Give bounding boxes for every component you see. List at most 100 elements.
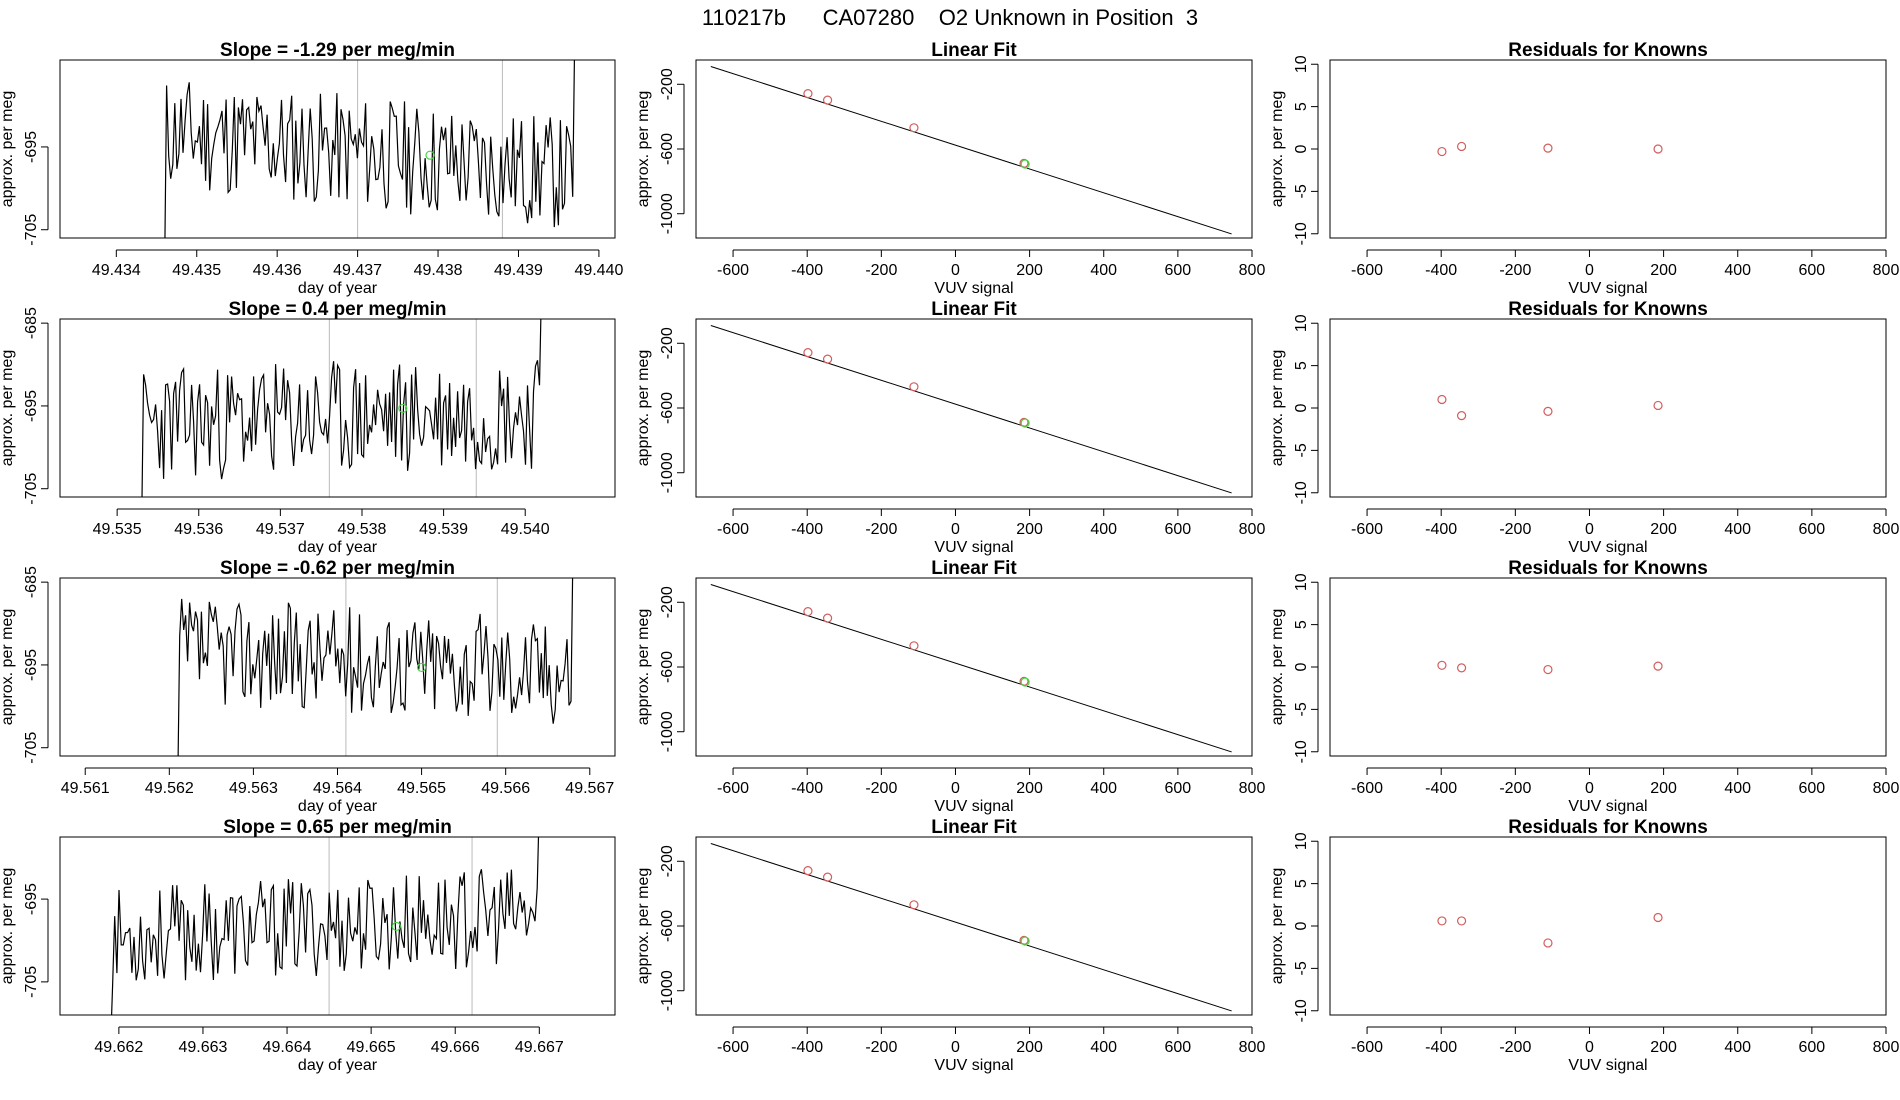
x-tick-label: 600 <box>1165 262 1192 279</box>
known-point-marker <box>822 95 833 105</box>
plot-area <box>1437 141 1663 157</box>
x-tick-label: -400 <box>1425 521 1457 538</box>
known-point-marker <box>1437 146 1447 157</box>
x-tick-label: -200 <box>865 1039 897 1056</box>
series-line <box>164 60 575 238</box>
x-tick-label: 49.538 <box>338 521 387 538</box>
plot-frame <box>59 318 616 498</box>
known-point-marker <box>1456 916 1467 926</box>
series-line <box>177 578 574 756</box>
known-point-marker <box>1437 660 1447 670</box>
known-point-marker <box>1653 400 1663 411</box>
x-tick-label: 49.567 <box>565 780 614 797</box>
x-tick-label: 400 <box>1090 262 1117 279</box>
known-point-marker <box>909 900 919 910</box>
panel-resid-1: Residuals for Knowns -600 -400 -200 0 200 400 6… <box>1269 40 1899 297</box>
x-tick-label: -600 <box>1351 780 1383 797</box>
y-tick-label: -600 <box>659 133 676 165</box>
x-axis-label: day of year <box>298 1057 378 1074</box>
known-point-marker <box>822 872 833 882</box>
y-axis-label: approx. per meg <box>635 868 652 985</box>
panel-timeseries-3: Slope = -0.62 per meg/min 49.561 49.562 49.… <box>0 558 616 815</box>
plot-area <box>710 842 1232 1012</box>
x-tick-label: 600 <box>1799 262 1826 279</box>
x-tick-label: 49.434 <box>92 262 141 279</box>
known-point-marker <box>803 607 813 617</box>
series-line <box>141 319 542 497</box>
known-point-marker <box>822 613 833 623</box>
x-axis-label: day of year <box>298 798 378 815</box>
y-tick-label: 0 <box>1293 144 1310 153</box>
panel-timeseries-1: Slope = -1.29 per meg/min 49.434 49.435 49.… <box>0 40 623 297</box>
known-point-marker <box>803 89 813 99</box>
x-tick-label: 49.566 <box>481 780 530 797</box>
plot-area <box>710 324 1232 494</box>
x-tick-label: -200 <box>1499 1039 1531 1056</box>
y-tick-label: 0 <box>1293 403 1310 412</box>
x-axis-label: day of year <box>298 539 378 556</box>
x-tick-label: 49.438 <box>414 262 463 279</box>
x-tick-label: 49.666 <box>431 1039 480 1056</box>
x-tick-label: 800 <box>1873 521 1900 538</box>
x-tick-label: -600 <box>717 780 749 797</box>
plot-frame <box>1329 836 1887 1016</box>
plot-area <box>1437 912 1663 948</box>
x-tick-label: -600 <box>717 521 749 538</box>
x-tick-label: 400 <box>1090 521 1117 538</box>
x-tick-label: -400 <box>791 521 823 538</box>
fit-line <box>710 842 1232 1012</box>
x-tick-label: -400 <box>791 262 823 279</box>
x-tick-label: -200 <box>1499 780 1531 797</box>
unknown-point-marker <box>425 150 435 160</box>
x-axis-label: VUV signal <box>934 798 1013 815</box>
x-tick-label: -600 <box>717 262 749 279</box>
y-tick-label: 5 <box>1293 361 1310 370</box>
y-tick-label: 10 <box>1293 832 1310 850</box>
x-tick-label: 400 <box>1724 521 1751 538</box>
x-tick-label: 400 <box>1724 1039 1751 1056</box>
x-tick-label: 600 <box>1165 780 1192 797</box>
x-tick-label: 600 <box>1799 521 1826 538</box>
x-tick-label: 0 <box>951 521 960 538</box>
unknown-point-marker <box>1020 936 1030 946</box>
panel-linfit-2: Linear Fit -600 -400 -200 0 200 400 600 800 VUV s… <box>635 299 1265 556</box>
plot-frame <box>1329 577 1887 757</box>
known-point-marker <box>909 123 919 133</box>
y-tick-label: -705 <box>23 214 40 246</box>
known-point-marker <box>1456 141 1467 152</box>
x-tick-label: 49.563 <box>229 780 278 797</box>
y-axis-label: approx. per meg <box>0 609 16 726</box>
x-tick-label: 0 <box>1585 521 1594 538</box>
plot-frame <box>1329 59 1887 239</box>
panels-group: Slope = -1.29 per meg/min 49.434 49.435 49.… <box>0 40 1900 1074</box>
panel-timeseries-2: Slope = 0.4 per meg/min 49.535 49.536 49.53… <box>0 299 616 556</box>
x-tick-label: 49.540 <box>501 521 550 538</box>
known-point-marker <box>1543 406 1553 416</box>
panel-resid-4: Residuals for Knowns -600 -400 -200 0 200 400 6… <box>1269 817 1899 1074</box>
x-axis-label: VUV signal <box>1568 280 1647 297</box>
y-tick-label: -695 <box>23 649 40 681</box>
y-tick-label: -705 <box>23 966 40 998</box>
panel-title: Slope = -1.29 per meg/min <box>220 40 455 61</box>
x-axis-label: VUV signal <box>934 280 1013 297</box>
x-tick-label: 600 <box>1799 780 1826 797</box>
x-tick-label: 0 <box>951 262 960 279</box>
fit-line <box>710 324 1232 494</box>
y-tick-label: -695 <box>23 131 40 163</box>
x-tick-label: 0 <box>951 780 960 797</box>
x-tick-label: 800 <box>1873 262 1900 279</box>
x-tick-label: -400 <box>1425 1039 1457 1056</box>
plot-frame <box>1329 318 1887 498</box>
panel-title: Slope = 0.4 per meg/min <box>228 299 446 320</box>
x-tick-label: -200 <box>865 262 897 279</box>
y-tick-label: -1000 <box>659 970 676 1011</box>
x-tick-label: 49.536 <box>174 521 223 538</box>
y-tick-label: -200 <box>659 586 676 618</box>
known-point-marker <box>822 354 833 364</box>
series-line <box>111 837 540 1015</box>
y-tick-label: 5 <box>1293 879 1310 888</box>
x-tick-label: -400 <box>791 1039 823 1056</box>
x-tick-label: 0 <box>1585 262 1594 279</box>
plot-area <box>177 578 574 756</box>
panel-title: Residuals for Knowns <box>1508 817 1708 838</box>
